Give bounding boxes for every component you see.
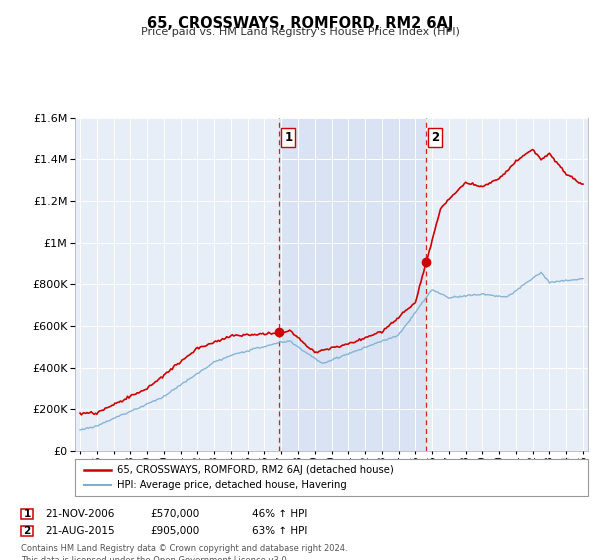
Text: 21-NOV-2006: 21-NOV-2006 [45, 509, 115, 519]
Text: £570,000: £570,000 [150, 509, 199, 519]
Text: HPI: Average price, detached house, Havering: HPI: Average price, detached house, Have… [117, 480, 347, 491]
Text: 2: 2 [23, 526, 31, 536]
Text: 46% ↑ HPI: 46% ↑ HPI [252, 509, 307, 519]
Text: 21-AUG-2015: 21-AUG-2015 [45, 526, 115, 536]
Text: £905,000: £905,000 [150, 526, 199, 536]
Text: Contains HM Land Registry data © Crown copyright and database right 2024.
This d: Contains HM Land Registry data © Crown c… [21, 544, 347, 560]
Text: Price paid vs. HM Land Registry's House Price Index (HPI): Price paid vs. HM Land Registry's House … [140, 27, 460, 38]
Bar [280, 118, 426, 451]
Text: 63% ↑ HPI: 63% ↑ HPI [252, 526, 307, 536]
Text: 1: 1 [23, 509, 31, 519]
Text: 2: 2 [431, 131, 439, 144]
Text: 65, CROSSWAYS, ROMFORD, RM2 6AJ (detached house): 65, CROSSWAYS, ROMFORD, RM2 6AJ (detache… [117, 465, 394, 475]
Text: 1: 1 [284, 131, 293, 144]
Text: 65, CROSSWAYS, ROMFORD, RM2 6AJ: 65, CROSSWAYS, ROMFORD, RM2 6AJ [147, 16, 453, 31]
